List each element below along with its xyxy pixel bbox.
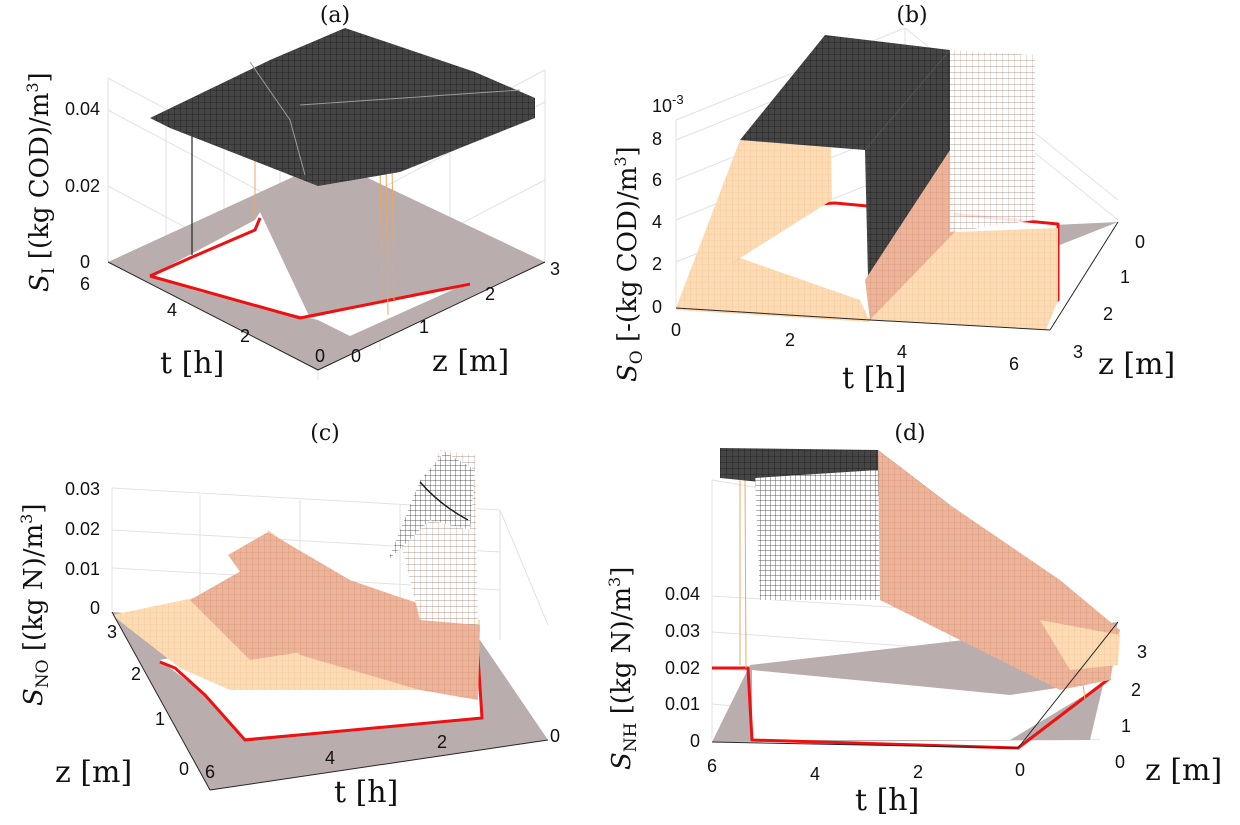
panel-d-zaxis-tick: 0 — [1115, 752, 1125, 772]
panel-d-zaxis-tick: 1 — [1121, 716, 1131, 736]
panel-d-ztick: 0.01 — [665, 694, 700, 714]
panel-c-ttick: 0 — [550, 726, 560, 746]
panel-b-z-axis — [1049, 221, 1119, 331]
panel-c-ylabel: SNO [(kg N)/m3] — [17, 504, 53, 707]
panel-d-spike — [739, 479, 747, 669]
panel-c-surface — [388, 452, 475, 560]
panel-d-zaxis-tick: 3 — [1137, 642, 1147, 662]
panel-b-zaxis-tick: 2 — [1103, 304, 1113, 324]
panel-c-z-label: z [m] — [55, 755, 132, 790]
panel-a-ztick: 0.04 — [65, 99, 100, 119]
panel-a-zaxis-tick: 2 — [485, 284, 495, 304]
panel-a-red-boundary — [149, 217, 471, 320]
panel-c-zaxis-tick: 3 — [107, 622, 117, 642]
panel-b-zaxis-tick: 1 — [1120, 267, 1130, 287]
panel-c-z-axis — [111, 611, 211, 791]
panel-a-floor-clear — [150, 212, 470, 336]
panel-a-ttick: 2 — [240, 326, 250, 346]
panel-d-t-label: t [h] — [855, 783, 919, 818]
panel-d-surface — [1040, 620, 1120, 670]
panel-d-ztick: 0.02 — [665, 658, 700, 678]
panel-b-surface — [870, 228, 1058, 330]
panel-d-ttick: 0 — [1015, 760, 1025, 780]
panel-a-t-label: t [h] — [160, 346, 224, 381]
panel-a: (a) 0 0.02 0.04 6 4 2 0 0 1 2 — [23, 3, 560, 381]
panel-b-surface — [865, 150, 955, 320]
panel-a-label: (a) — [320, 3, 350, 28]
panel-b-ttick: 2 — [785, 330, 795, 350]
panel-b-ztick: 4 — [652, 212, 662, 232]
panel-b-exponent: 10-3 — [652, 92, 684, 116]
panel-a-floor — [108, 160, 545, 370]
panel-c-zaxis-tick: 2 — [131, 664, 141, 684]
panel-a-z-label: z [m] — [432, 344, 509, 379]
panel-c-label: (c) — [310, 421, 340, 446]
panel-a-surface — [150, 28, 535, 186]
panel-a-zaxis-tick: 3 — [550, 259, 560, 279]
panel-a-ylabel: SI [(kg COD)/m3] — [23, 72, 59, 292]
panel-b-ztick: 2 — [652, 254, 662, 274]
panel-c-t-axis — [209, 739, 549, 791]
panel-b-zaxis-tick: 0 — [1135, 232, 1145, 252]
panel-c-surface — [190, 560, 380, 660]
panel-d-surface — [755, 470, 880, 600]
panel-c-ztick: 0 — [90, 598, 100, 618]
panel-a-ttick: 6 — [80, 274, 90, 294]
panel-a-ttick: 4 — [167, 300, 177, 320]
panel-b-surface — [740, 35, 950, 150]
panel-a-t-axis — [107, 261, 319, 371]
panel-d: (d) 0 0.01 0.02 0.03 0.04 6 4 2 0 0 1 — [605, 421, 1222, 818]
panel-d-ztick: 0 — [690, 731, 700, 751]
panel-c-ttick: 2 — [437, 732, 447, 752]
panel-b-ztick: 6 — [652, 170, 662, 190]
panel-b-ztick: 8 — [652, 129, 662, 149]
panel-c-zaxis-tick: 0 — [179, 759, 189, 779]
panel-b-surface — [676, 258, 870, 322]
panel-d-ztick: 0.03 — [665, 621, 700, 641]
panel-a-zaxis-tick: 1 — [419, 317, 429, 337]
panel-b-ttick: 4 — [897, 342, 907, 362]
panel-c-zaxis-tick: 1 — [155, 709, 165, 729]
panel-d-ztick: 0.04 — [665, 584, 700, 604]
panel-a-ttick: 0 — [315, 346, 325, 366]
panel-c-red-boundary — [159, 625, 484, 742]
panel-b-t-label: t [h] — [842, 361, 906, 396]
panel-a-ztick: 0 — [80, 252, 90, 272]
panel-c-ttick: 4 — [325, 748, 335, 768]
panel-c-ztick: 0.02 — [65, 519, 100, 539]
panel-d-label: (d) — [894, 421, 925, 446]
panel-b-ttick: 0 — [671, 320, 681, 340]
panel-a-zaxis-tick: 0 — [351, 346, 361, 366]
panel-d-ttick: 6 — [707, 756, 717, 776]
panel-c: (c) 0 0.01 0.02 0.03 0 1 2 3 6 4 2 — [17, 421, 560, 810]
panel-d-zaxis-tick: 2 — [1131, 680, 1141, 700]
panel-b-label: (b) — [896, 3, 927, 28]
panel-b-zaxis-tick: 3 — [1073, 342, 1083, 362]
panel-d-z-axis — [1017, 621, 1119, 749]
panel-a-z-axis — [317, 261, 546, 371]
panel-b-surface — [950, 50, 1035, 232]
panel-b-ttick: 6 — [1009, 354, 1019, 374]
panel-c-ztick: 0.03 — [65, 479, 100, 499]
panel-a-spike — [379, 159, 395, 316]
panel-d-ylabel: SNH [(kg N)/m3] — [605, 567, 641, 770]
panel-d-z-label: z [m] — [1145, 753, 1222, 788]
panel-b-ylabel: SO [-(kg COD)/m3] — [611, 146, 647, 382]
panel-d-floor-clear — [752, 670, 1110, 740]
panel-c-t-label: t [h] — [334, 775, 398, 810]
panel-a-ztick: 0.02 — [65, 176, 100, 196]
panel-d-ttick: 4 — [810, 764, 820, 784]
panel-b: (b) 0 2 4 6 8 10-3 0 2 4 6 — [611, 3, 1175, 396]
panel-b-z-label: z [m] — [1098, 347, 1175, 382]
panel-b-surface — [676, 140, 740, 310]
panel-d-red-boundary — [712, 666, 1111, 750]
panel-d-ttick: 2 — [913, 762, 923, 782]
panel-c-ztick: 0.01 — [65, 559, 100, 579]
panel-c-ttick: 6 — [205, 762, 215, 782]
panel-b-ztick: 0 — [652, 297, 662, 317]
panel-b-t-axis — [675, 307, 1051, 331]
panel-d-t-axis — [711, 741, 1019, 749]
